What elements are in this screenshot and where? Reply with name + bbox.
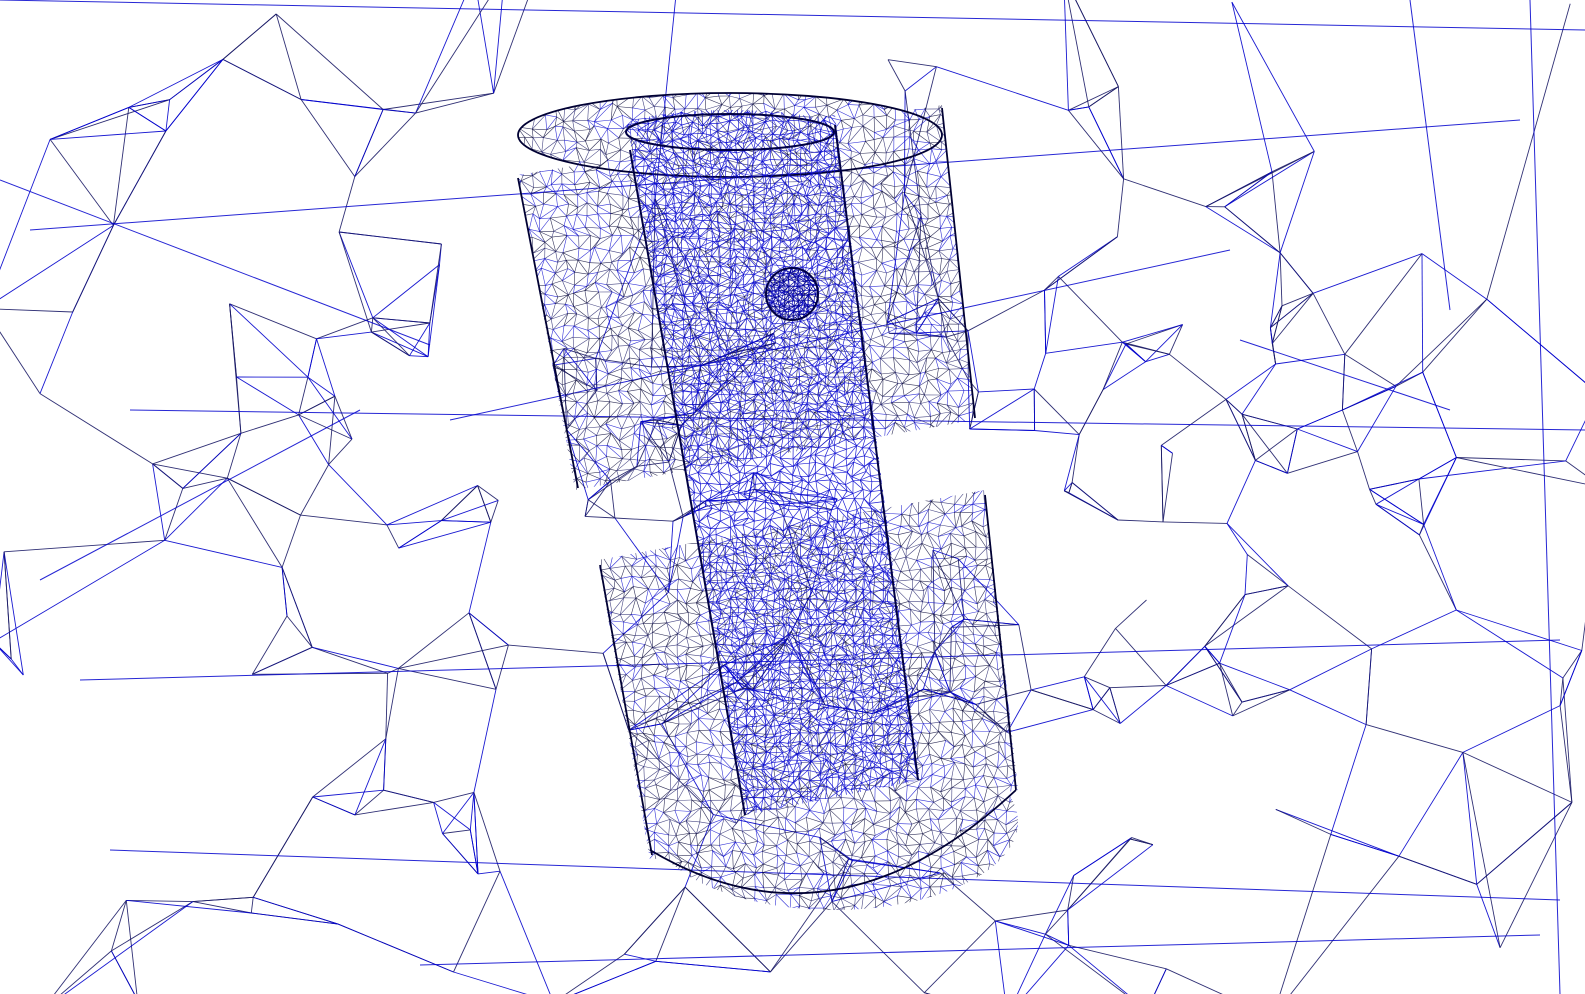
3d-mesh-viewport[interactable] <box>0 0 1585 994</box>
